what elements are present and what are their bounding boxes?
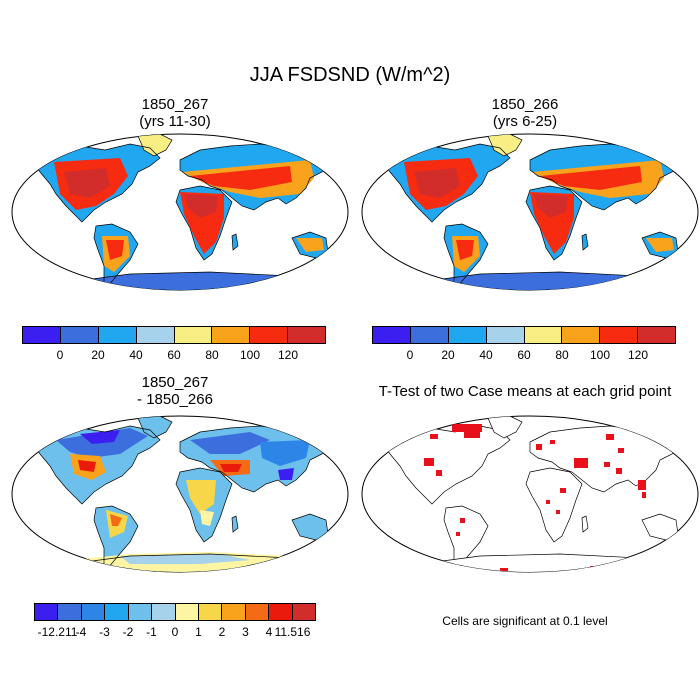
colorbar-swatch <box>292 604 316 620</box>
colorbar-swatch <box>60 327 99 343</box>
significance-note: Cells are significant at 0.1 level <box>442 614 608 628</box>
colorbar-swatch <box>136 327 175 343</box>
main-title: JJA FSDSND (W/m^2) <box>249 64 451 86</box>
colorbar-tick-label: 80 <box>205 348 219 362</box>
colorbar-swatch <box>486 327 525 343</box>
colorbar-tick-label: 100 <box>589 348 611 362</box>
colorbar-tick-label: 0 <box>56 348 64 362</box>
panel3-title-line2: - 1850_266 <box>137 391 213 408</box>
colorbar-tick-label: 120 <box>277 348 299 362</box>
colorbar-tick-label: 20 <box>441 348 455 362</box>
colorbar-tick-label: 3 <box>242 625 249 639</box>
colorbar-swatch <box>250 327 289 343</box>
panel4-title: T-Test of two Case means at each grid po… <box>378 383 672 400</box>
panel1-title: 1850_267 (yrs 11-30) <box>75 96 275 130</box>
colorbar-tick-label: 1 <box>195 625 202 639</box>
colorbar-swatch <box>23 327 61 343</box>
colorbar-swatch <box>81 604 106 620</box>
colorbar-tick-label: 120 <box>627 348 649 362</box>
colorbar-tick-label: -2 <box>122 625 134 639</box>
colorbar-swatch <box>35 604 59 620</box>
colorbar-panel1-ticks: 0 20 40 60 80 100 120 <box>22 348 326 364</box>
colorbar-panel3 <box>34 603 316 621</box>
colorbar-swatch <box>410 327 449 343</box>
colorbar-swatch <box>288 327 325 343</box>
colorbar-swatch <box>152 604 176 620</box>
colorbar-tick-label: 0 <box>171 625 179 639</box>
colorbar-tick-label: 0 <box>406 348 414 362</box>
significance-cells <box>424 424 646 571</box>
colorbar-swatch <box>245 604 270 620</box>
colorbar-panel2-ticks: 0 20 40 60 80 100 120 <box>372 348 676 364</box>
colorbar-tick-label: 11.516 <box>274 625 311 639</box>
colorbar-swatch <box>562 327 601 343</box>
colorbar-swatch <box>222 604 246 620</box>
colorbar-tick-label: 40 <box>479 348 493 362</box>
colorbar-swatch <box>128 604 153 620</box>
colorbar-tick-label: 20 <box>91 348 105 362</box>
colorbar-tick-label: -4 <box>75 625 87 639</box>
colorbar-swatch <box>198 604 223 620</box>
colorbar-panel3-ticks: -12.211 -4 -3 -2 -1 0 1 2 3 4 11.516 <box>34 625 316 641</box>
colorbar-swatch <box>58 604 82 620</box>
colorbar-tick-label: -12.211 <box>37 625 78 639</box>
panel1-title-line1: 1850_267 <box>141 96 209 113</box>
colorbar-swatch <box>269 604 293 620</box>
colorbar-swatch <box>175 604 199 620</box>
colorbar-swatch <box>373 327 411 343</box>
colorbar-swatch <box>448 327 487 343</box>
colorbar-tick-label: 40 <box>129 348 143 362</box>
colorbar-panel2 <box>372 326 676 344</box>
panel1-map <box>11 133 349 291</box>
colorbar-swatch <box>105 604 129 620</box>
colorbar-swatch <box>600 327 639 343</box>
colorbar-panel1 <box>22 326 326 344</box>
panel2-title: 1850_266 (yrs 6-25) <box>425 96 625 130</box>
colorbar-tick-label: -3 <box>99 625 110 639</box>
panel1-title-line2: (yrs 11-30) <box>139 113 211 130</box>
colorbar-tick-label: 2 <box>218 625 226 639</box>
colorbar-swatch <box>174 327 213 343</box>
panel2-title-line1: 1850_266 <box>491 96 559 113</box>
colorbar-tick-label: 60 <box>167 348 181 362</box>
panel3-map <box>11 415 349 573</box>
colorbar-tick-label: 4 <box>265 625 273 639</box>
panel3-title-line1: 1850_267 <box>141 374 209 391</box>
panel2-title-line2: (yrs 6-25) <box>492 113 558 130</box>
colorbar-tick-label: -1 <box>146 625 157 639</box>
colorbar-swatch <box>212 327 251 343</box>
panel3-title: 1850_267 - 1850_266 <box>75 374 275 408</box>
panel4-map <box>361 415 699 573</box>
colorbar-tick-label: 60 <box>517 348 531 362</box>
colorbar-swatch <box>638 327 675 343</box>
panel2-map <box>361 133 699 291</box>
colorbar-tick-label: 100 <box>239 348 261 362</box>
colorbar-tick-label: 80 <box>555 348 569 362</box>
colorbar-swatch <box>524 327 563 343</box>
colorbar-swatch <box>98 327 137 343</box>
